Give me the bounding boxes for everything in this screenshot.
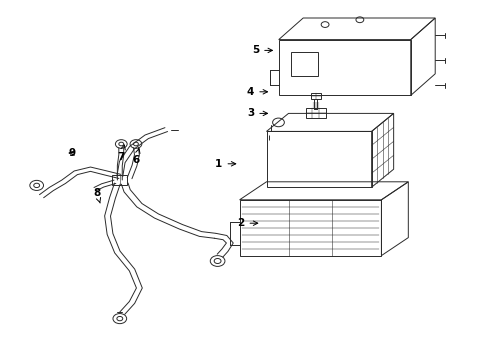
Text: 8: 8 [93, 188, 101, 203]
Text: 3: 3 [246, 108, 267, 118]
Text: 2: 2 [237, 218, 257, 228]
Text: 9: 9 [68, 148, 76, 158]
Text: 4: 4 [246, 87, 267, 97]
Text: 1: 1 [215, 159, 235, 169]
Text: 7: 7 [117, 145, 125, 162]
Text: 5: 5 [251, 45, 272, 55]
Text: 6: 6 [132, 149, 140, 165]
